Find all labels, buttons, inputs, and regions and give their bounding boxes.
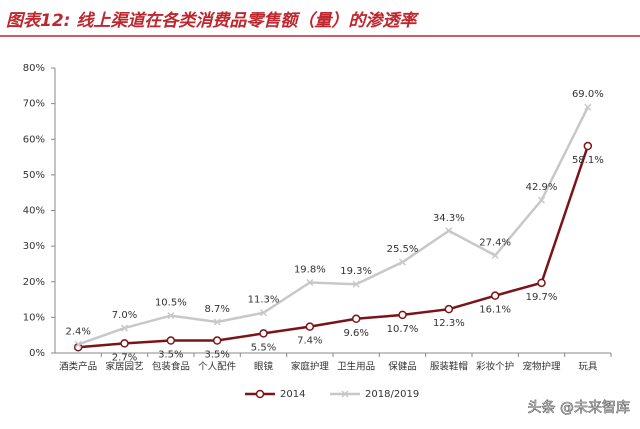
y-tick-label: 50%	[23, 170, 45, 181]
marker	[352, 280, 360, 288]
data-label: 19.8%	[294, 264, 326, 275]
marker	[120, 339, 129, 348]
data-label: 9.6%	[343, 328, 368, 339]
marker	[74, 340, 82, 348]
legend-marker	[255, 389, 265, 399]
data-label: 7.4%	[297, 336, 322, 347]
y-tick-label: 60%	[23, 134, 45, 145]
data-label: 2.7%	[112, 352, 137, 363]
x-tick-label: 个人配件	[198, 361, 237, 373]
data-label: 34.3%	[433, 213, 465, 224]
data-label: 19.3%	[340, 266, 372, 277]
marker	[306, 278, 314, 286]
x-tick-label: 服装鞋帽	[430, 361, 468, 373]
marker	[398, 310, 407, 320]
x-tick-label: 彩妆个护	[476, 361, 514, 373]
x-tick-label: 家居园艺	[105, 361, 143, 373]
data-label: 11.3%	[248, 295, 280, 306]
marker	[166, 336, 176, 345]
x-tick-label: 宠物护理	[522, 361, 561, 373]
y-tick-label: 0%	[29, 348, 45, 359]
watermark: 头条 @未来智库	[528, 399, 630, 416]
x-tick-label: 卫生用品	[337, 361, 375, 373]
y-tick-label: 10%	[23, 312, 45, 323]
x-tick-label: 保健品	[388, 361, 417, 373]
marker	[491, 251, 499, 259]
x-tick-label: 酒类产品	[59, 361, 97, 373]
marker	[120, 324, 129, 332]
data-label: 10.5%	[155, 298, 187, 309]
data-label: 12.3%	[433, 318, 465, 329]
marker	[167, 312, 175, 320]
data-label: 3.5%	[204, 350, 229, 361]
y-tick-label: 70%	[23, 99, 45, 110]
marker	[445, 227, 453, 235]
series-line	[78, 145, 590, 349]
data-label: 3.5%	[158, 350, 183, 361]
y-tick-label: 80%	[23, 63, 45, 74]
legend-marker	[341, 390, 349, 398]
y-tick-label: 30%	[23, 241, 45, 252]
data-label: 5.5%	[251, 342, 276, 353]
legend-label: 2018/2019	[365, 389, 419, 400]
marker	[583, 141, 593, 151]
x-tick-label: 家庭护理	[291, 361, 330, 373]
marker	[537, 196, 546, 204]
marker	[213, 318, 221, 326]
marker	[259, 329, 268, 338]
marker	[490, 291, 500, 300]
marker	[351, 314, 361, 324]
data-label: 8.7%	[204, 304, 229, 315]
marker	[212, 336, 222, 345]
x-tick-label: 玩具	[578, 362, 598, 373]
data-label: 16.1%	[479, 305, 511, 316]
marker	[584, 103, 592, 111]
legend-label: 2014	[280, 389, 305, 400]
marker	[305, 322, 315, 331]
marker	[444, 304, 454, 314]
data-label: 25.5%	[387, 244, 419, 255]
x-tick-label: 眼镜	[254, 361, 274, 373]
data-label: 58.1%	[572, 155, 604, 166]
chart-title: 图表12: 线上渠道在各类消费品零售额（量）的渗透率	[6, 11, 419, 31]
data-label: 19.7%	[526, 292, 558, 303]
data-label: 42.9%	[526, 182, 558, 193]
y-tick-label: 40%	[23, 206, 45, 217]
marker	[259, 309, 268, 317]
data-label: 7.0%	[112, 310, 137, 321]
series-line	[77, 106, 589, 346]
data-label: 10.7%	[387, 324, 419, 335]
x-tick-label: 包装食品	[152, 361, 190, 373]
y-tick-label: 20%	[23, 277, 45, 288]
data-label: 69.0%	[572, 89, 604, 100]
data-label: 2.4%	[65, 326, 90, 337]
data-label: 27.4%	[479, 237, 511, 248]
marker	[398, 258, 407, 266]
marker	[537, 278, 546, 288]
